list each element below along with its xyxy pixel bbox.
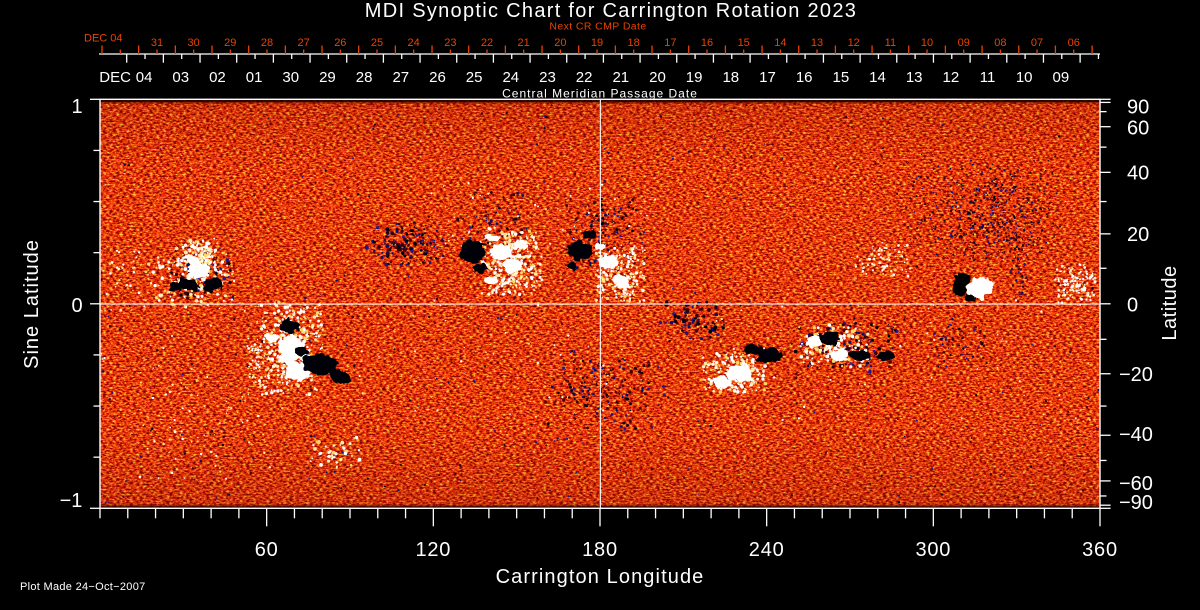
svg-text:03: 03 [172,69,189,86]
svg-text:16: 16 [796,69,813,86]
svg-text:17: 17 [759,69,776,86]
svg-text:20: 20 [649,69,666,86]
svg-text:21: 21 [518,37,530,49]
svg-text:23: 23 [539,69,556,86]
svg-text:40: 40 [1127,163,1149,185]
svg-text:0: 0 [1127,295,1138,317]
svg-text:27: 27 [298,37,310,49]
svg-text:18: 18 [628,37,640,49]
svg-text:DEC: DEC [99,69,131,86]
svg-text:−1: −1 [60,490,83,512]
svg-text:25: 25 [466,69,483,86]
svg-text:20: 20 [1127,224,1149,246]
svg-text:300: 300 [915,539,951,561]
svg-text:12: 12 [848,37,860,49]
svg-text:27: 27 [392,69,409,86]
svg-text:14: 14 [774,37,786,49]
svg-text:28: 28 [261,37,273,49]
svg-text:12: 12 [942,69,959,86]
svg-text:Sine Latitude: Sine Latitude [21,239,43,369]
svg-text:26: 26 [334,37,346,49]
svg-text:22: 22 [481,37,493,49]
svg-text:26: 26 [429,69,446,86]
svg-text:19: 19 [686,69,703,86]
svg-text:10: 10 [921,37,933,49]
svg-text:−20: −20 [1119,364,1153,386]
svg-text:20: 20 [554,37,566,49]
svg-text:30: 30 [188,37,200,49]
svg-text:15: 15 [832,69,849,86]
svg-text:Latitude: Latitude [1159,265,1181,340]
svg-text:28: 28 [356,69,373,86]
svg-text:25: 25 [371,37,383,49]
svg-text:24: 24 [502,69,519,86]
svg-text:240: 240 [749,539,785,561]
svg-text:13: 13 [811,37,823,49]
svg-text:0: 0 [71,295,82,317]
svg-text:11: 11 [885,37,896,49]
svg-text:24: 24 [408,37,420,49]
svg-text:DEC 04: DEC 04 [84,33,123,45]
svg-text:60: 60 [1127,118,1149,140]
svg-text:1: 1 [71,96,82,118]
svg-text:29: 29 [319,69,336,86]
svg-text:360: 360 [1082,539,1118,561]
svg-text:10: 10 [1016,69,1033,86]
svg-text:07: 07 [1031,37,1043,49]
svg-text:29: 29 [224,37,236,49]
svg-text:Central Meridian Passage Da: Central Meridian Passage Date [502,87,698,101]
svg-text:Carrington Longitude: Carrington Longitude [496,566,705,588]
svg-text:09: 09 [958,37,970,49]
svg-text:30: 30 [282,69,299,86]
svg-text:23: 23 [444,37,456,49]
svg-text:Plot Made 24−Oct−2007: Plot Made 24−Oct−2007 [20,581,146,593]
svg-text:−90: −90 [1119,492,1153,514]
svg-text:90: 90 [1127,97,1149,119]
svg-text:16: 16 [701,37,713,49]
svg-text:180: 180 [582,539,618,561]
svg-text:MDI Synoptic Chart for Car: MDI Synoptic Chart for Carrington Rotati… [365,0,857,22]
svg-text:17: 17 [664,37,676,49]
svg-text:−60: −60 [1119,473,1153,495]
svg-text:08: 08 [994,37,1006,49]
svg-text:Next CR CMP Date: Next CR CMP Date [549,21,646,33]
svg-text:22: 22 [576,69,593,86]
svg-text:11: 11 [980,69,996,86]
svg-text:15: 15 [738,37,750,49]
svg-text:14: 14 [869,69,886,86]
svg-text:18: 18 [722,69,739,86]
svg-text:02: 02 [209,69,226,86]
svg-text:19: 19 [591,37,603,49]
svg-text:60: 60 [255,539,279,561]
svg-text:09: 09 [1053,69,1070,86]
svg-text:31: 31 [151,37,163,49]
svg-text:−40: −40 [1119,424,1153,446]
svg-text:21: 21 [612,69,629,86]
svg-text:120: 120 [415,539,451,561]
svg-text:13: 13 [906,69,923,86]
svg-text:06: 06 [1068,37,1080,49]
svg-text:01: 01 [246,69,263,86]
svg-text:04: 04 [136,69,153,86]
